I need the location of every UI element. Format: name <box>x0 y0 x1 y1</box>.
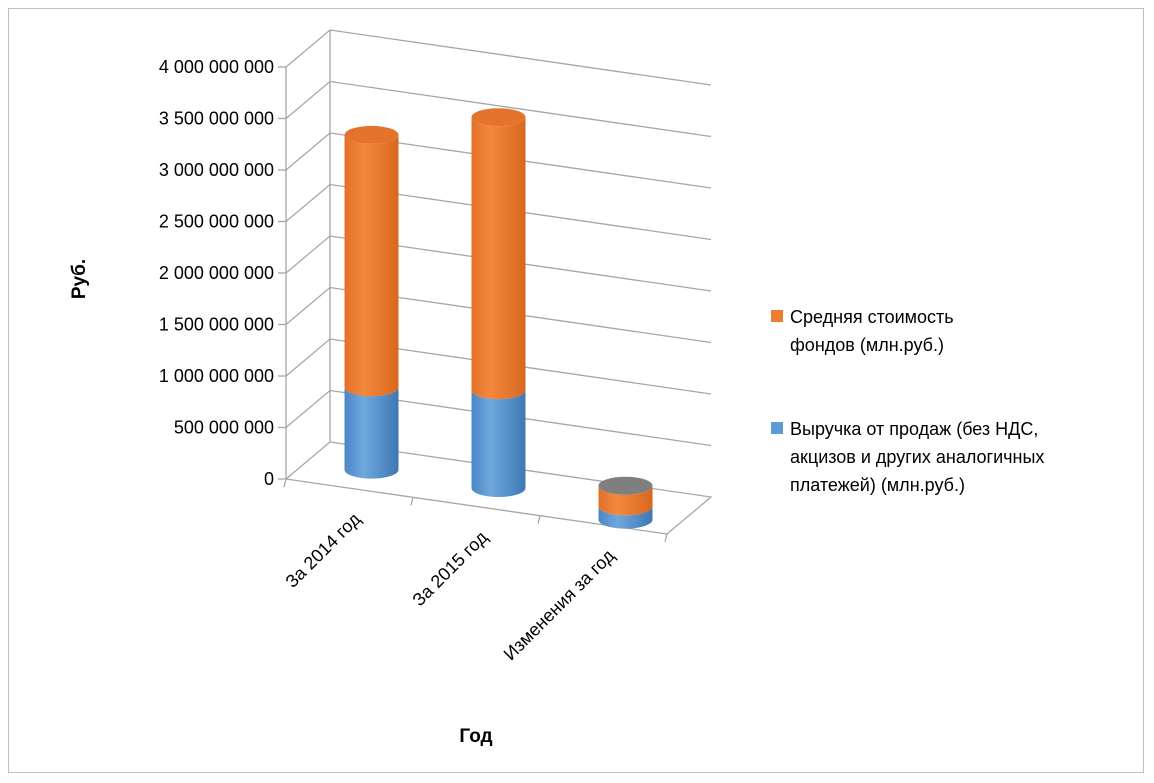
y-tick-label: 0 <box>264 469 274 489</box>
bar-group <box>598 476 653 529</box>
x-tick-label: За 2015 год <box>408 527 491 610</box>
y-axis-ticks: 0 500 000 000 1 000 000 000 1 500 000 000 2 … <box>159 57 286 489</box>
legend-swatch <box>771 310 783 322</box>
bar-revenue-body <box>471 390 526 497</box>
bar-fixed-assets-body <box>471 117 526 400</box>
legend-label: платежей) (млн.руб.) <box>790 475 965 495</box>
bar-top-cap <box>471 108 526 127</box>
gridline <box>285 389 712 447</box>
chart-canvas: 0 500 000 000 1 000 000 000 1 500 000 000 2 … <box>69 29 1044 747</box>
y-tick-label: 2 500 000 000 <box>159 212 274 232</box>
gridline <box>285 286 712 344</box>
gridline <box>285 132 712 189</box>
bar-group <box>344 125 399 479</box>
bar-revenue-body <box>344 387 399 479</box>
bars <box>344 108 653 529</box>
gridline <box>285 80 712 138</box>
x-axis-title: Год <box>459 726 492 747</box>
bar-top-cap <box>598 476 653 495</box>
legend-item: Средняя стоимость фондов (млн.руб.) <box>771 307 954 355</box>
x-tick-label: За 2014 год <box>281 509 364 592</box>
x-tick-mark <box>410 497 414 506</box>
legend-swatch <box>771 422 783 434</box>
y-axis-title: Руб. <box>69 259 90 299</box>
gridline <box>285 29 712 86</box>
bar-fixed-assets <box>344 134 399 397</box>
gridline <box>285 235 712 292</box>
x-tick-mark <box>283 478 287 488</box>
bar-top-cap <box>344 125 399 144</box>
bar-revenue-body <box>598 506 653 529</box>
y-tick-label: 500 000 000 <box>174 418 274 438</box>
x-tick-mark <box>537 515 541 524</box>
bar-revenue <box>598 506 653 529</box>
bar-fixed-assets-body <box>598 485 653 516</box>
legend-label: Средняя стоимость <box>790 307 954 327</box>
y-tick-label: 1 500 000 000 <box>159 315 274 335</box>
chart-area: 0 500 000 000 1 000 000 000 1 500 000 000 2 … <box>8 8 1144 773</box>
bar-revenue <box>344 387 399 479</box>
bar-group <box>471 108 526 497</box>
bar-revenue <box>471 390 526 497</box>
bar-fixed-assets <box>598 485 653 516</box>
bar-fixed-assets-body <box>344 134 399 397</box>
x-tick-label: Изменения за год <box>500 545 619 664</box>
legend-label: фондов (млн.руб.) <box>790 335 944 355</box>
legend-item: Выручка от продаж (без НДС, акцизов и дру… <box>771 419 1044 495</box>
bar-fixed-assets <box>471 117 526 400</box>
gridline <box>285 183 712 241</box>
x-tick-mark <box>664 533 668 543</box>
legend: Средняя стоимость фондов (млн.руб.) Выручк… <box>771 307 1044 495</box>
legend-label: акцизов и других аналогичных <box>790 447 1044 467</box>
gridlines <box>285 29 712 447</box>
gridline <box>285 338 712 395</box>
y-tick-label: 1 000 000 000 <box>159 366 274 386</box>
y-tick-label: 2 000 000 000 <box>159 263 274 283</box>
legend-label: Выручка от продаж (без НДС, <box>790 419 1038 439</box>
y-tick-label: 3 000 000 000 <box>159 160 274 180</box>
y-tick-label: 3 500 000 000 <box>159 109 274 129</box>
y-tick-label: 4 000 000 000 <box>159 57 274 77</box>
